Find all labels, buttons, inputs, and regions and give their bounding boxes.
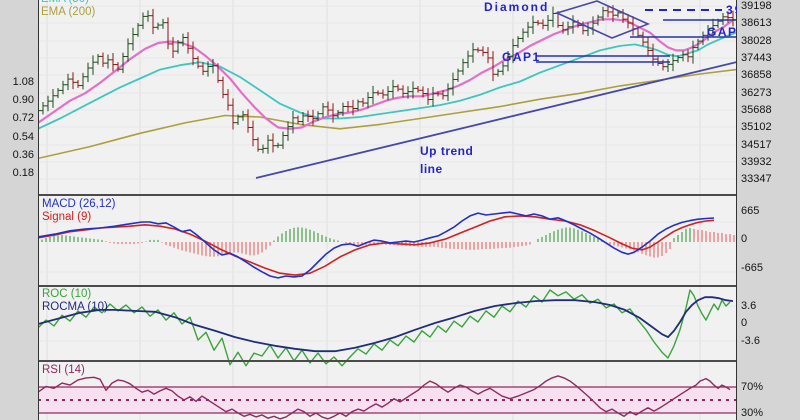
chart-plot-area[interactable]: EMA (50) EMA (200) MACD (26,12) Signal (… bbox=[38, 0, 737, 420]
axis-tick-label: 0 bbox=[741, 233, 748, 245]
axis-tick-label: 33347 bbox=[741, 173, 772, 185]
axis-tick-label: 39198 bbox=[741, 0, 772, 12]
annotation-diamond: Diamond bbox=[484, 0, 550, 14]
axis-tick-label: 0.72 bbox=[12, 112, 34, 124]
axis-tick-label: 70% bbox=[741, 381, 764, 393]
axis-tick-label: 34517 bbox=[741, 139, 772, 151]
legend-rocma: ROCMA (10) bbox=[42, 301, 108, 313]
legend-ema200: EMA (200) bbox=[41, 6, 96, 18]
axis-tick-label: -3.6 bbox=[741, 335, 760, 347]
axis-tick-label: 1.08 bbox=[12, 76, 34, 88]
annotation-39000-level: 39000 bbox=[726, 3, 737, 17]
axis-tick-label: 36273 bbox=[741, 87, 772, 99]
axis-tick-label: 38613 bbox=[741, 17, 772, 29]
axis-tick-label: 665 bbox=[741, 205, 760, 217]
axis-tick-label: 36858 bbox=[741, 69, 772, 81]
axis-tick-label: 0 bbox=[741, 317, 748, 329]
legend-macd: MACD (26,12) bbox=[42, 198, 116, 210]
axis-tick-label: 35688 bbox=[741, 104, 772, 116]
axis-tick-label: 0.18 bbox=[12, 167, 34, 179]
legend-rsi: RSI (14) bbox=[42, 364, 85, 376]
legend-signal: Signal (9) bbox=[42, 211, 92, 223]
annotation-uptrend-1: Up trend bbox=[420, 144, 474, 158]
annotation-gap1: GAP1 bbox=[502, 50, 541, 64]
axis-tick-label: 30% bbox=[741, 407, 764, 419]
legend-roc: ROC (10) bbox=[42, 288, 92, 300]
axis-tick-label: 3.6 bbox=[741, 300, 757, 312]
axis-tick-label: 0.36 bbox=[12, 149, 34, 161]
axis-tick-label: 35102 bbox=[741, 121, 772, 133]
axis-tick-label: -665 bbox=[741, 262, 764, 274]
axis-tick-label: 0.54 bbox=[12, 131, 34, 143]
legend-ema50: EMA (50) bbox=[41, 0, 89, 5]
axis-tick-label: 38028 bbox=[741, 35, 772, 47]
annotation-uptrend-2: line bbox=[420, 162, 443, 176]
annotation-gap2: GAP2 bbox=[707, 25, 737, 39]
axis-tick-label: 37443 bbox=[741, 52, 772, 64]
chart-canvas[interactable] bbox=[38, 0, 737, 420]
axis-tick-label: 33932 bbox=[741, 156, 772, 168]
axis-tick-label: 0.90 bbox=[12, 94, 34, 106]
